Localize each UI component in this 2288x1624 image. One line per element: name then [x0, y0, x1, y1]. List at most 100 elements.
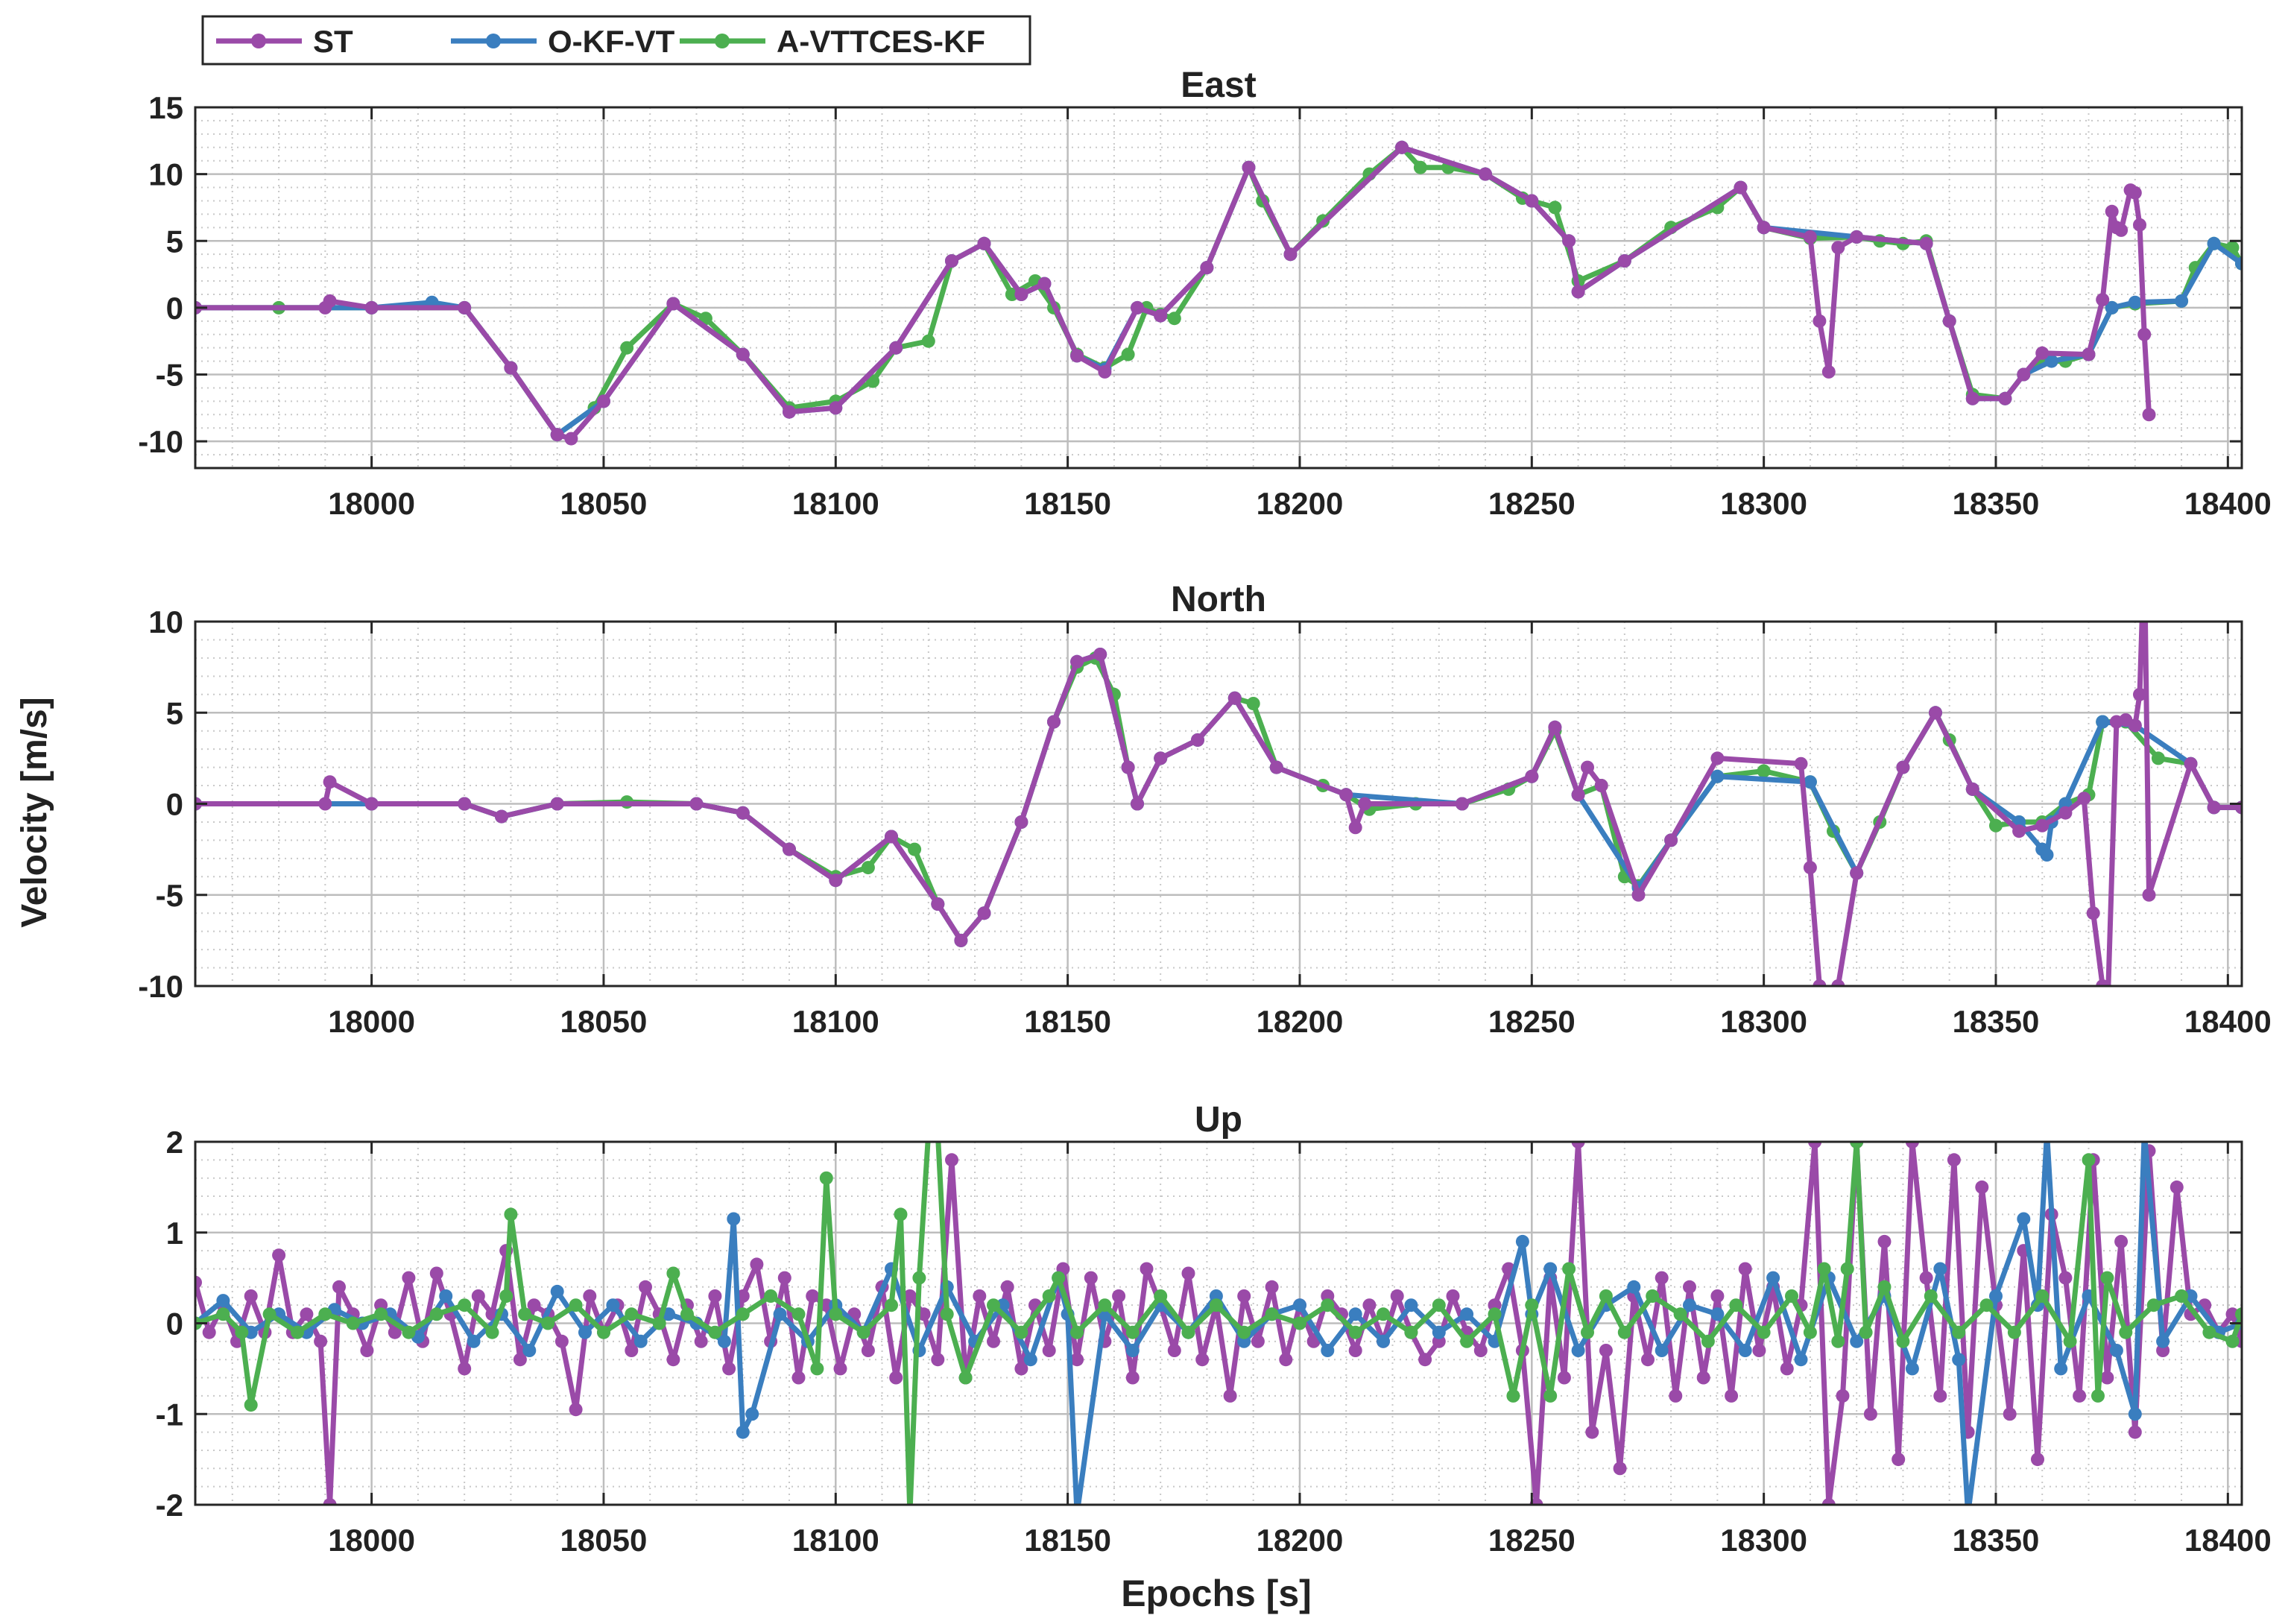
data-point-st — [736, 806, 750, 820]
x-tick-label: 18350 — [1953, 1523, 2040, 1558]
data-point-st — [1683, 1280, 1696, 1294]
y-tick-label: 0 — [166, 291, 183, 326]
data-point-st — [2137, 327, 2152, 341]
y-tick-label: 10 — [148, 604, 183, 639]
data-point-st — [1585, 1425, 1599, 1439]
data-point-st — [2128, 1425, 2142, 1439]
data-point-st — [1473, 1344, 1488, 1357]
data-point-st — [2096, 293, 2110, 307]
data-point-o-kf-vt — [1293, 1298, 1306, 1312]
data-point-st — [1098, 364, 1112, 379]
data-point-a-vttces-kf — [2235, 1307, 2242, 1321]
data-point-st — [1358, 797, 1372, 811]
data-point-st — [1070, 349, 1084, 363]
x-tick-label: 18200 — [1257, 486, 1344, 521]
data-point-st — [2137, 542, 2151, 555]
x-tick-label: 18250 — [1488, 486, 1576, 521]
data-point-st — [2105, 204, 2119, 218]
data-point-o-kf-vt — [244, 1325, 258, 1339]
data-point-st — [1738, 1262, 1752, 1276]
data-point-st — [954, 933, 968, 947]
legend: ST O-KF-VT A-VTTCES-KF — [201, 15, 1031, 66]
data-point-st — [2073, 1388, 2087, 1403]
data-point-a-vttces-kf — [829, 1307, 843, 1321]
data-point-st — [244, 1289, 258, 1303]
data-point-a-vttces-kf — [1831, 1334, 1845, 1348]
data-point-st — [332, 1280, 346, 1294]
data-point-o-kf-vt — [1850, 1334, 1864, 1348]
data-point-st — [1725, 1388, 1739, 1403]
x-tick-label: 18150 — [1024, 1004, 1111, 1039]
data-point-st — [1975, 1180, 1989, 1194]
data-point-a-vttces-kf — [987, 1298, 1000, 1312]
data-point-st — [1669, 1388, 1683, 1403]
data-point-st — [1821, 1498, 1836, 1505]
data-point-o-kf-vt — [1070, 1507, 1084, 1520]
data-point-a-vttces-kf — [2202, 1325, 2216, 1339]
data-point-st — [495, 809, 508, 824]
data-point-st — [2035, 346, 2050, 360]
data-point-st — [323, 294, 337, 308]
data-point-a-vttces-kf — [374, 1307, 388, 1321]
data-point-st — [694, 1334, 708, 1348]
data-point-st — [1269, 760, 1283, 774]
data-point-st — [1919, 236, 1933, 250]
data-point-a-vttces-kf — [819, 1171, 833, 1185]
data-point-st — [583, 1289, 597, 1303]
data-point-st — [1863, 1407, 1877, 1421]
data-point-st — [2207, 800, 2221, 815]
data-point-st — [783, 842, 796, 856]
data-point-o-kf-vt — [2175, 294, 2189, 308]
data-point-a-vttces-kf — [1877, 1280, 1892, 1294]
data-point-o-kf-vt — [1348, 1307, 1362, 1321]
x-tick-label: 18000 — [328, 1004, 415, 1039]
data-point-st — [903, 1289, 917, 1303]
data-point-a-vttces-kf — [921, 334, 935, 348]
data-point-st — [1571, 788, 1585, 802]
data-point-st — [323, 1498, 337, 1505]
panel-north: 18000 18050 18100 18150 18200 18250 18300 18350… — [138, 542, 2271, 1039]
data-point-o-kf-vt — [1023, 1353, 1037, 1367]
data-point-st — [1000, 1280, 1014, 1294]
data-point-st — [2114, 1234, 2129, 1248]
x-tick-label: 18050 — [560, 486, 648, 521]
data-point-a-vttces-kf — [1581, 1325, 1594, 1339]
data-point-st — [2170, 1180, 2184, 1194]
data-point-st — [1047, 715, 1061, 729]
data-point-st — [2225, 1307, 2240, 1321]
legend-entry-o-kf-vt: O-KF-VT — [451, 24, 675, 59]
data-point-a-vttces-kf — [458, 1298, 472, 1312]
x-tick-label: 18100 — [792, 1004, 879, 1039]
data-point-a-vttces-kf — [1432, 1298, 1446, 1312]
x-tick-label: 18050 — [560, 1523, 648, 1558]
data-point-st — [360, 1344, 374, 1357]
data-point-a-vttces-kf — [810, 1362, 824, 1376]
data-point-a-vttces-kf — [499, 1289, 513, 1303]
data-point-st — [1947, 1153, 1961, 1167]
data-point-st — [1525, 769, 1539, 783]
data-point-a-vttces-kf — [597, 1325, 610, 1339]
data-point-a-vttces-kf — [1757, 1325, 1771, 1339]
y-tick-label: -1 — [156, 1397, 183, 1432]
data-point-st — [2086, 906, 2100, 920]
data-point-o-kf-vt — [1803, 775, 1817, 789]
data-point-a-vttces-kf — [764, 1289, 778, 1303]
data-point-o-kf-vt — [2017, 1212, 2031, 1226]
data-point-st — [945, 254, 958, 268]
data-point-st — [402, 1271, 416, 1285]
data-point-a-vttces-kf — [1413, 160, 1427, 174]
data-point-st — [861, 1344, 875, 1357]
data-point-st — [2184, 756, 2198, 771]
plot-area — [195, 107, 2242, 468]
data-point-st — [2100, 1371, 2114, 1385]
data-point-st — [2058, 806, 2073, 820]
data-point-st — [1571, 1142, 1585, 1149]
data-point-o-kf-vt — [467, 1334, 481, 1348]
data-point-st — [829, 401, 843, 415]
data-point-st — [777, 1271, 791, 1285]
data-point-a-vttces-kf — [2225, 241, 2240, 255]
data-point-st — [639, 1280, 652, 1294]
data-point-o-kf-vt — [1766, 1271, 1780, 1285]
data-point-o-kf-vt — [2137, 1126, 2151, 1140]
